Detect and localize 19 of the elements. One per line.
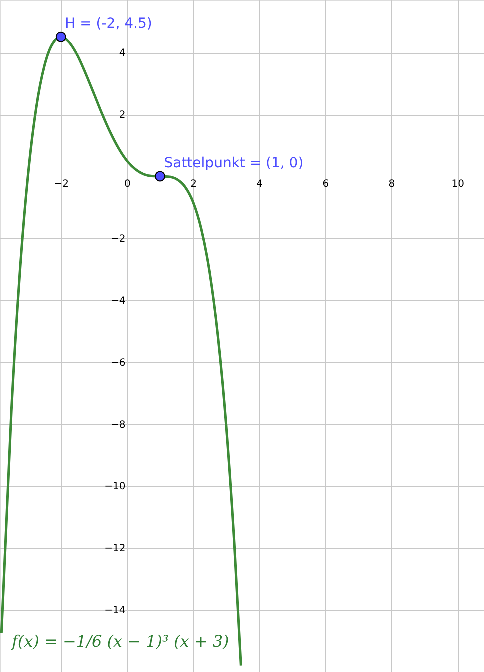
y-tick-label: −6 <box>110 358 126 369</box>
x-tick-label: 0 <box>124 179 131 190</box>
annotation: f(x) = −1/6 (x − 1)³ (x + 3) <box>11 632 230 651</box>
x-tick-label: 2 <box>190 179 197 190</box>
x-tick-label: 8 <box>388 179 396 190</box>
x-tick-label: −2 <box>54 179 69 190</box>
x-tick-label: 4 <box>256 179 264 190</box>
y-tick-label: −10 <box>104 482 126 493</box>
y-tick-label: −14 <box>104 606 126 617</box>
x-tick-label: 10 <box>452 179 464 190</box>
y-tick-label: 2 <box>119 110 126 122</box>
y-tick-label: −12 <box>104 544 126 555</box>
annotation: Sattelpunkt = (1, 0) <box>164 156 304 172</box>
annotation: H = (-2, 4.5) <box>65 16 152 32</box>
y-tick-label: −8 <box>110 420 126 431</box>
y-tick-label: −2 <box>110 234 126 245</box>
y-tick-label: 4 <box>119 48 126 60</box>
x-tick-label: 6 <box>322 179 330 190</box>
y-tick-label: −4 <box>110 296 126 307</box>
